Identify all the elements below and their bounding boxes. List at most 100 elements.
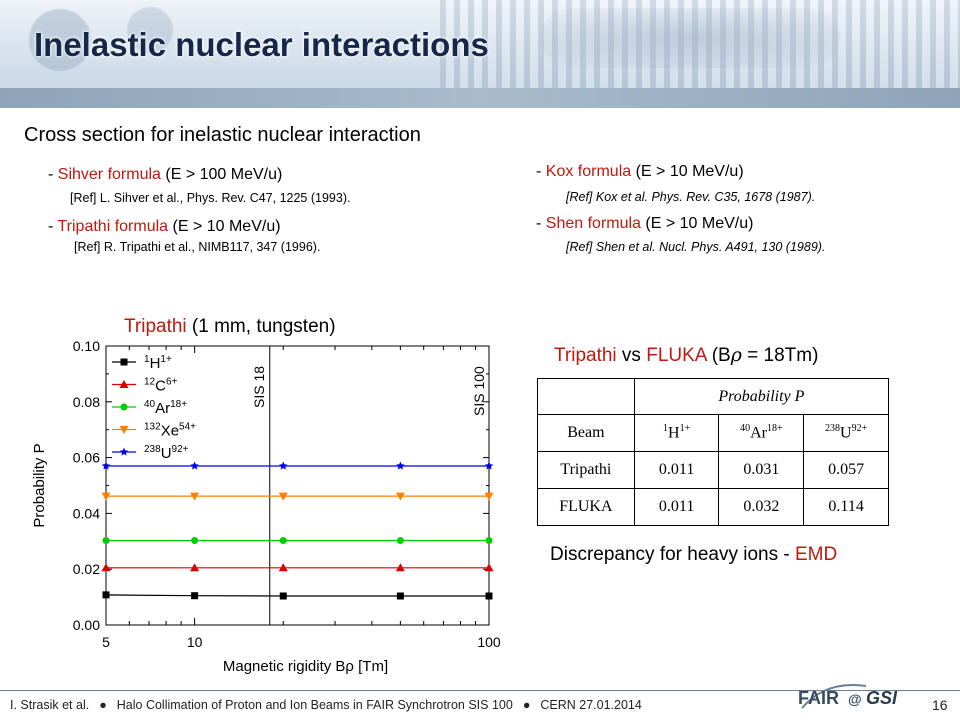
legend-entry: 238U92+ (144, 444, 189, 462)
table-row: FLUKA 0.011 0.032 0.114 (537, 488, 889, 526)
y-tick-label: 0.02 (73, 561, 100, 577)
y-tick-label: 0.08 (73, 394, 100, 410)
series-line (105, 594, 489, 597)
beam-label-cell: Beam (537, 414, 635, 452)
beam-cell: 238U92+ (803, 414, 889, 452)
data-point (191, 536, 199, 544)
y-tick-label: 0.00 (73, 617, 100, 633)
legend-element: Ar (155, 400, 170, 417)
chart-title-rest: (1 mm, tungsten) (186, 316, 336, 337)
value-cell: 0.057 (803, 451, 889, 489)
plot-frame (105, 345, 490, 626)
beam-charge: 92+ (851, 423, 868, 435)
table-title: Tripathi vs FLUKA (Bρ = 18Tm) (554, 344, 818, 367)
table-header-row: Probability P (537, 378, 890, 415)
chart-title-name: Tripathi (124, 316, 187, 337)
data-point (278, 492, 288, 501)
probability-table: Probability P Beam 1H1+ 40Ar18+ 238U92+ … (537, 378, 890, 526)
legend-entry: 12C6+ (144, 377, 178, 395)
footer-author: I. Strasik et al. (10, 698, 90, 712)
data-point (279, 592, 287, 600)
data-point (485, 592, 493, 600)
beam-charge: 18+ (766, 423, 783, 435)
data-point (396, 536, 404, 544)
logo-at: @ (848, 691, 862, 707)
data-point (484, 563, 494, 572)
header-banner (0, 0, 960, 108)
legend-superscript: 6+ (166, 377, 178, 388)
table-corner-cell (537, 378, 635, 415)
fair-gsi-logo: FAIR @ GSI (798, 684, 898, 709)
footer: I. Strasik et al. ● Halo Collimation of Pr… (10, 698, 642, 712)
data-point (120, 358, 128, 366)
table-title-tripathi: Tripathi (554, 345, 617, 366)
row-label-cell: Tripathi (537, 451, 635, 489)
page-number: 16 (932, 697, 948, 713)
y-tick-label: 0.06 (73, 450, 100, 466)
logo-fair: FAIR (798, 688, 839, 708)
banner-decoration-glow (540, 8, 840, 68)
x-tick-label: 100 (477, 634, 501, 650)
table-header-cell: Probability P (633, 378, 890, 415)
sis-vline-label: SIS 18 (251, 366, 267, 408)
data-point (395, 563, 405, 572)
legend-superscript: 12 (144, 377, 156, 388)
x-tick-label: 5 (102, 634, 110, 650)
footer-talk: Halo Collimation of Proton and Ion Beams… (116, 698, 513, 712)
beam-mass: 238 (825, 423, 840, 435)
footer-dot: ● (522, 698, 531, 712)
legend-superscript: 54+ (179, 422, 196, 433)
beam-element: Ar (750, 424, 767, 442)
table-title-vs: vs (616, 345, 647, 366)
data-point (279, 461, 288, 470)
data-point (396, 461, 405, 470)
formula-condition: (E > 100 MeV/u) (160, 166, 283, 183)
legend-superscript: 132 (144, 422, 161, 433)
formula-condition: (E > 10 MeV/u) (640, 215, 754, 232)
x-axis-label: Magnetic rigidity Bρ [Tm] (223, 658, 388, 675)
formula-prefix: - (536, 163, 546, 180)
data-point (119, 447, 129, 456)
data-point (102, 591, 110, 599)
x-tick-label: 10 (187, 634, 203, 650)
legend-superscript: 18+ (170, 399, 187, 410)
legend-superscript: 238 (144, 444, 161, 455)
formula-name: Shen formula (545, 215, 641, 232)
data-point (190, 461, 199, 470)
data-point (395, 492, 405, 501)
beam-cell: 40Ar18+ (718, 414, 805, 452)
legend-superscript: 92+ (172, 444, 189, 455)
value-cell: 0.114 (803, 488, 889, 526)
banner-stripe (0, 88, 960, 108)
formula-prefix: - (48, 218, 58, 235)
data-point (191, 592, 199, 600)
beam-element: U (840, 424, 852, 442)
subtitle: Cross section for inelastic nuclear inte… (24, 124, 421, 146)
formula-prefix: - (48, 166, 58, 183)
formula-kox: - Kox formula (E > 10 MeV/u) (536, 163, 744, 181)
formula-reference: [Ref] Shen et al. Nucl. Phys. A491, 130 … (566, 240, 826, 254)
beam-mass: 1 (663, 423, 668, 435)
footer-divider (0, 690, 960, 691)
y-tick-label: 0.10 (73, 338, 100, 354)
discrepancy-text: Discrepancy for heavy ions - (550, 544, 795, 565)
formula-reference: [Ref] Kox et al. Phys. Rev. C35, 1678 (1… (566, 190, 816, 204)
data-point (101, 461, 111, 470)
banner-decoration-left (0, 0, 200, 90)
beam-charge: 1+ (679, 423, 691, 435)
row-label-cell: FLUKA (537, 488, 635, 526)
logo-gsi: GSI (866, 688, 898, 708)
footer-event: CERN 27.01.2014 (540, 698, 642, 712)
page-title: Inelastic nuclear interactions (34, 26, 489, 63)
data-point (190, 492, 200, 501)
data-point (396, 592, 404, 600)
legend-superscript: 40 (144, 399, 156, 410)
formula-shen: - Shen formula (E > 10 MeV/u) (536, 215, 753, 233)
discrepancy-note: Discrepancy for heavy ions - EMD (550, 544, 837, 566)
value-cell: 0.032 (718, 488, 805, 526)
formula-reference: [Ref] R. Tripathi et al., NIMB117, 347 (… (74, 240, 321, 254)
formula-condition: (E > 10 MeV/u) (631, 163, 744, 180)
formula-name: Tripathi formula (57, 218, 169, 235)
value-cell: 0.011 (633, 488, 720, 526)
data-point (119, 426, 129, 434)
